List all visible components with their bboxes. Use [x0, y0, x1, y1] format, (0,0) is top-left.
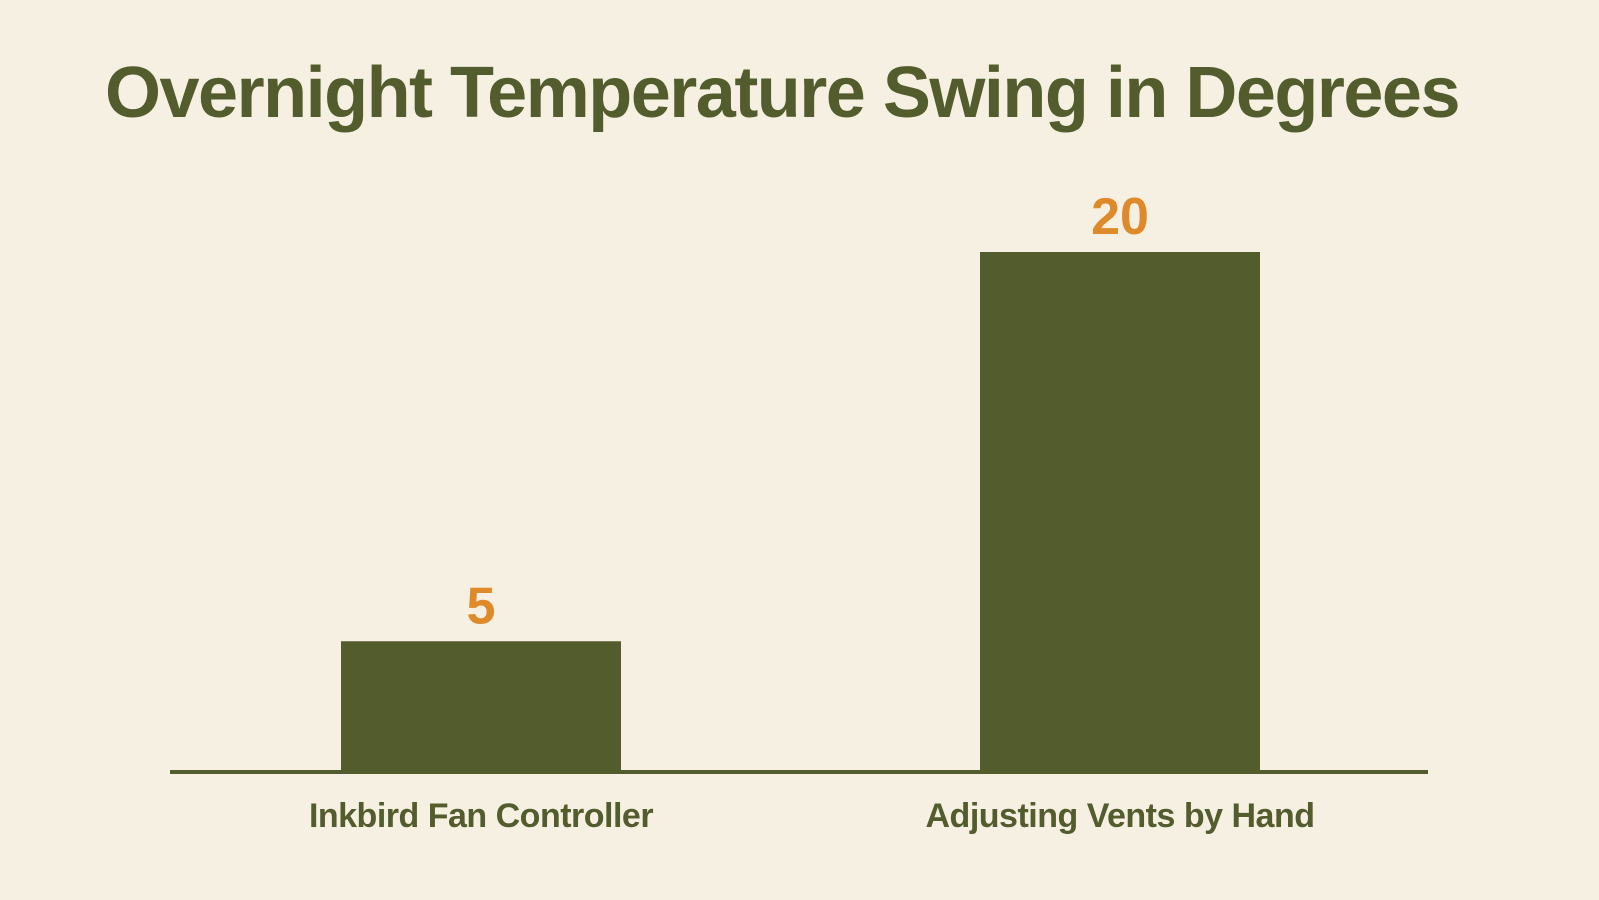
chart-title: Overnight Temperature Swing in Degrees — [105, 53, 1459, 133]
value-label-0: 5 — [467, 577, 496, 635]
category-label-1: Adjusting Vents by Hand — [926, 797, 1315, 835]
value-label-1: 20 — [1091, 188, 1149, 246]
labels-layer: 5 Inkbird Fan Controller 20 Adjusting Vents… — [309, 188, 1315, 835]
bar-0 — [341, 641, 621, 771]
bar-1 — [980, 252, 1260, 771]
bars-layer — [341, 252, 1260, 771]
category-label-0: Inkbird Fan Controller — [309, 797, 653, 835]
